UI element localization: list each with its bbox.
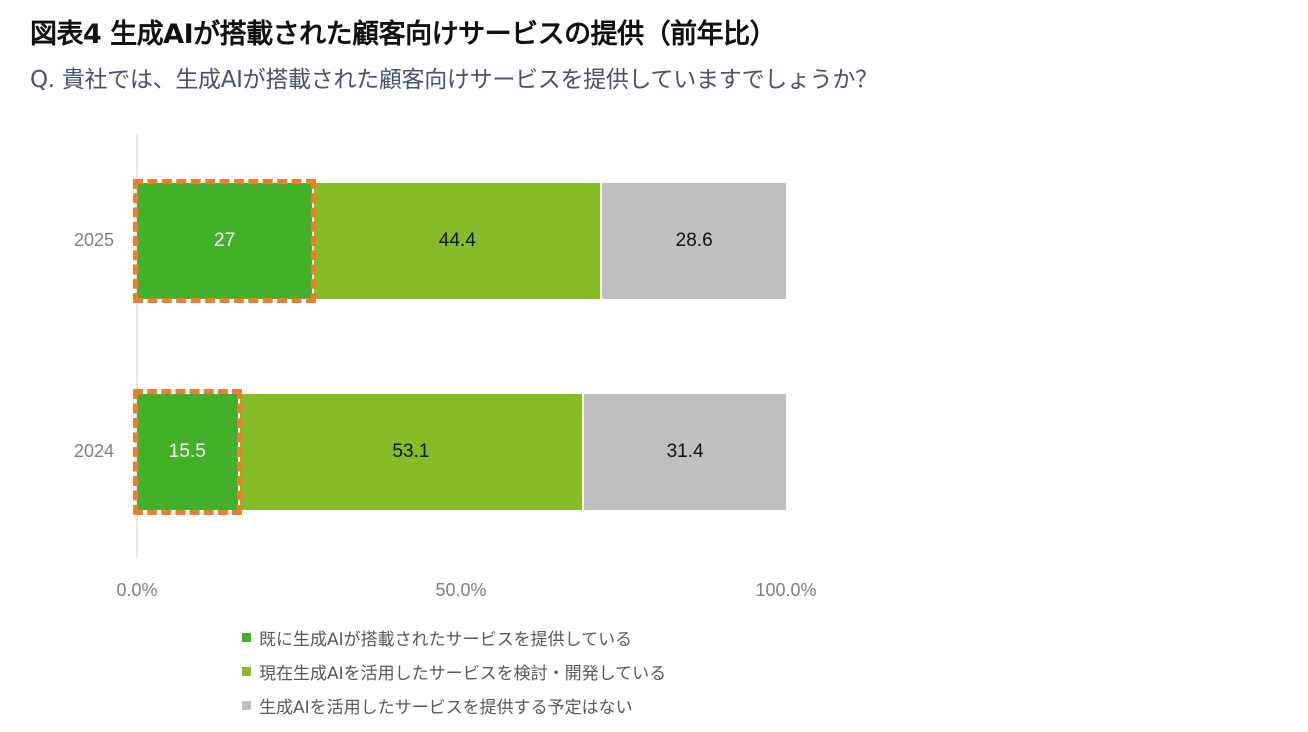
- chart-title: 図表4 生成AIが搭載された顧客向けサービスの提供（前年比）: [30, 19, 777, 50]
- category-label-2024: 2024: [73, 441, 114, 461]
- x-tick-0: 0.0%: [116, 580, 158, 600]
- bar-segment-considering: 44.4: [312, 183, 601, 299]
- bar-2024: 15.5 53.1 31.4: [137, 394, 786, 510]
- chart-subtitle: Q. 貴社では、生成AIが搭載された顧客向けサービスを提供していますでしょうか？: [30, 67, 878, 93]
- data-label: 44.4: [438, 230, 476, 251]
- data-label: 15.5: [168, 441, 206, 462]
- legend-item-provided: 既に生成AIが搭載されたサービスを提供している: [242, 620, 666, 654]
- data-label: 27: [214, 230, 236, 251]
- legend-swatch-icon: [242, 666, 251, 676]
- legend-swatch-icon: [242, 700, 251, 710]
- legend-label: 既に生成AIが搭載されたサービスを提供している: [259, 629, 633, 650]
- legend-label: 現在生成AIを活用したサービスを検討・開発している: [259, 663, 667, 684]
- bar-2025: 27 44.4 28.6: [137, 183, 786, 299]
- bar-segment-considering: 53.1: [237, 394, 583, 510]
- data-label: 28.6: [675, 230, 713, 251]
- legend: 既に生成AIが搭載されたサービスを提供している 現在生成AIを活用したサービスを…: [242, 620, 666, 722]
- data-label: 53.1: [392, 441, 430, 462]
- legend-swatch-icon: [242, 632, 251, 642]
- legend-label: 生成AIを活用したサービスを提供する予定はない: [259, 697, 633, 718]
- bar-segment-provided: 27: [137, 183, 313, 299]
- bar-segment-no-plan: 28.6: [600, 183, 786, 299]
- data-label: 31.4: [666, 441, 704, 462]
- x-tick-50: 50.0%: [435, 580, 487, 600]
- legend-item-no-plan: 生成AIを活用したサービスを提供する予定はない: [242, 688, 666, 722]
- bar-segment-no-plan: 31.4: [582, 394, 786, 510]
- x-tick-100: 100.0%: [755, 580, 817, 600]
- category-label-2025: 2025: [73, 230, 114, 250]
- legend-item-considering: 現在生成AIを活用したサービスを検討・開発している: [242, 654, 666, 688]
- category-axis-line: [136, 135, 138, 557]
- bar-segment-provided: 15.5: [137, 394, 238, 510]
